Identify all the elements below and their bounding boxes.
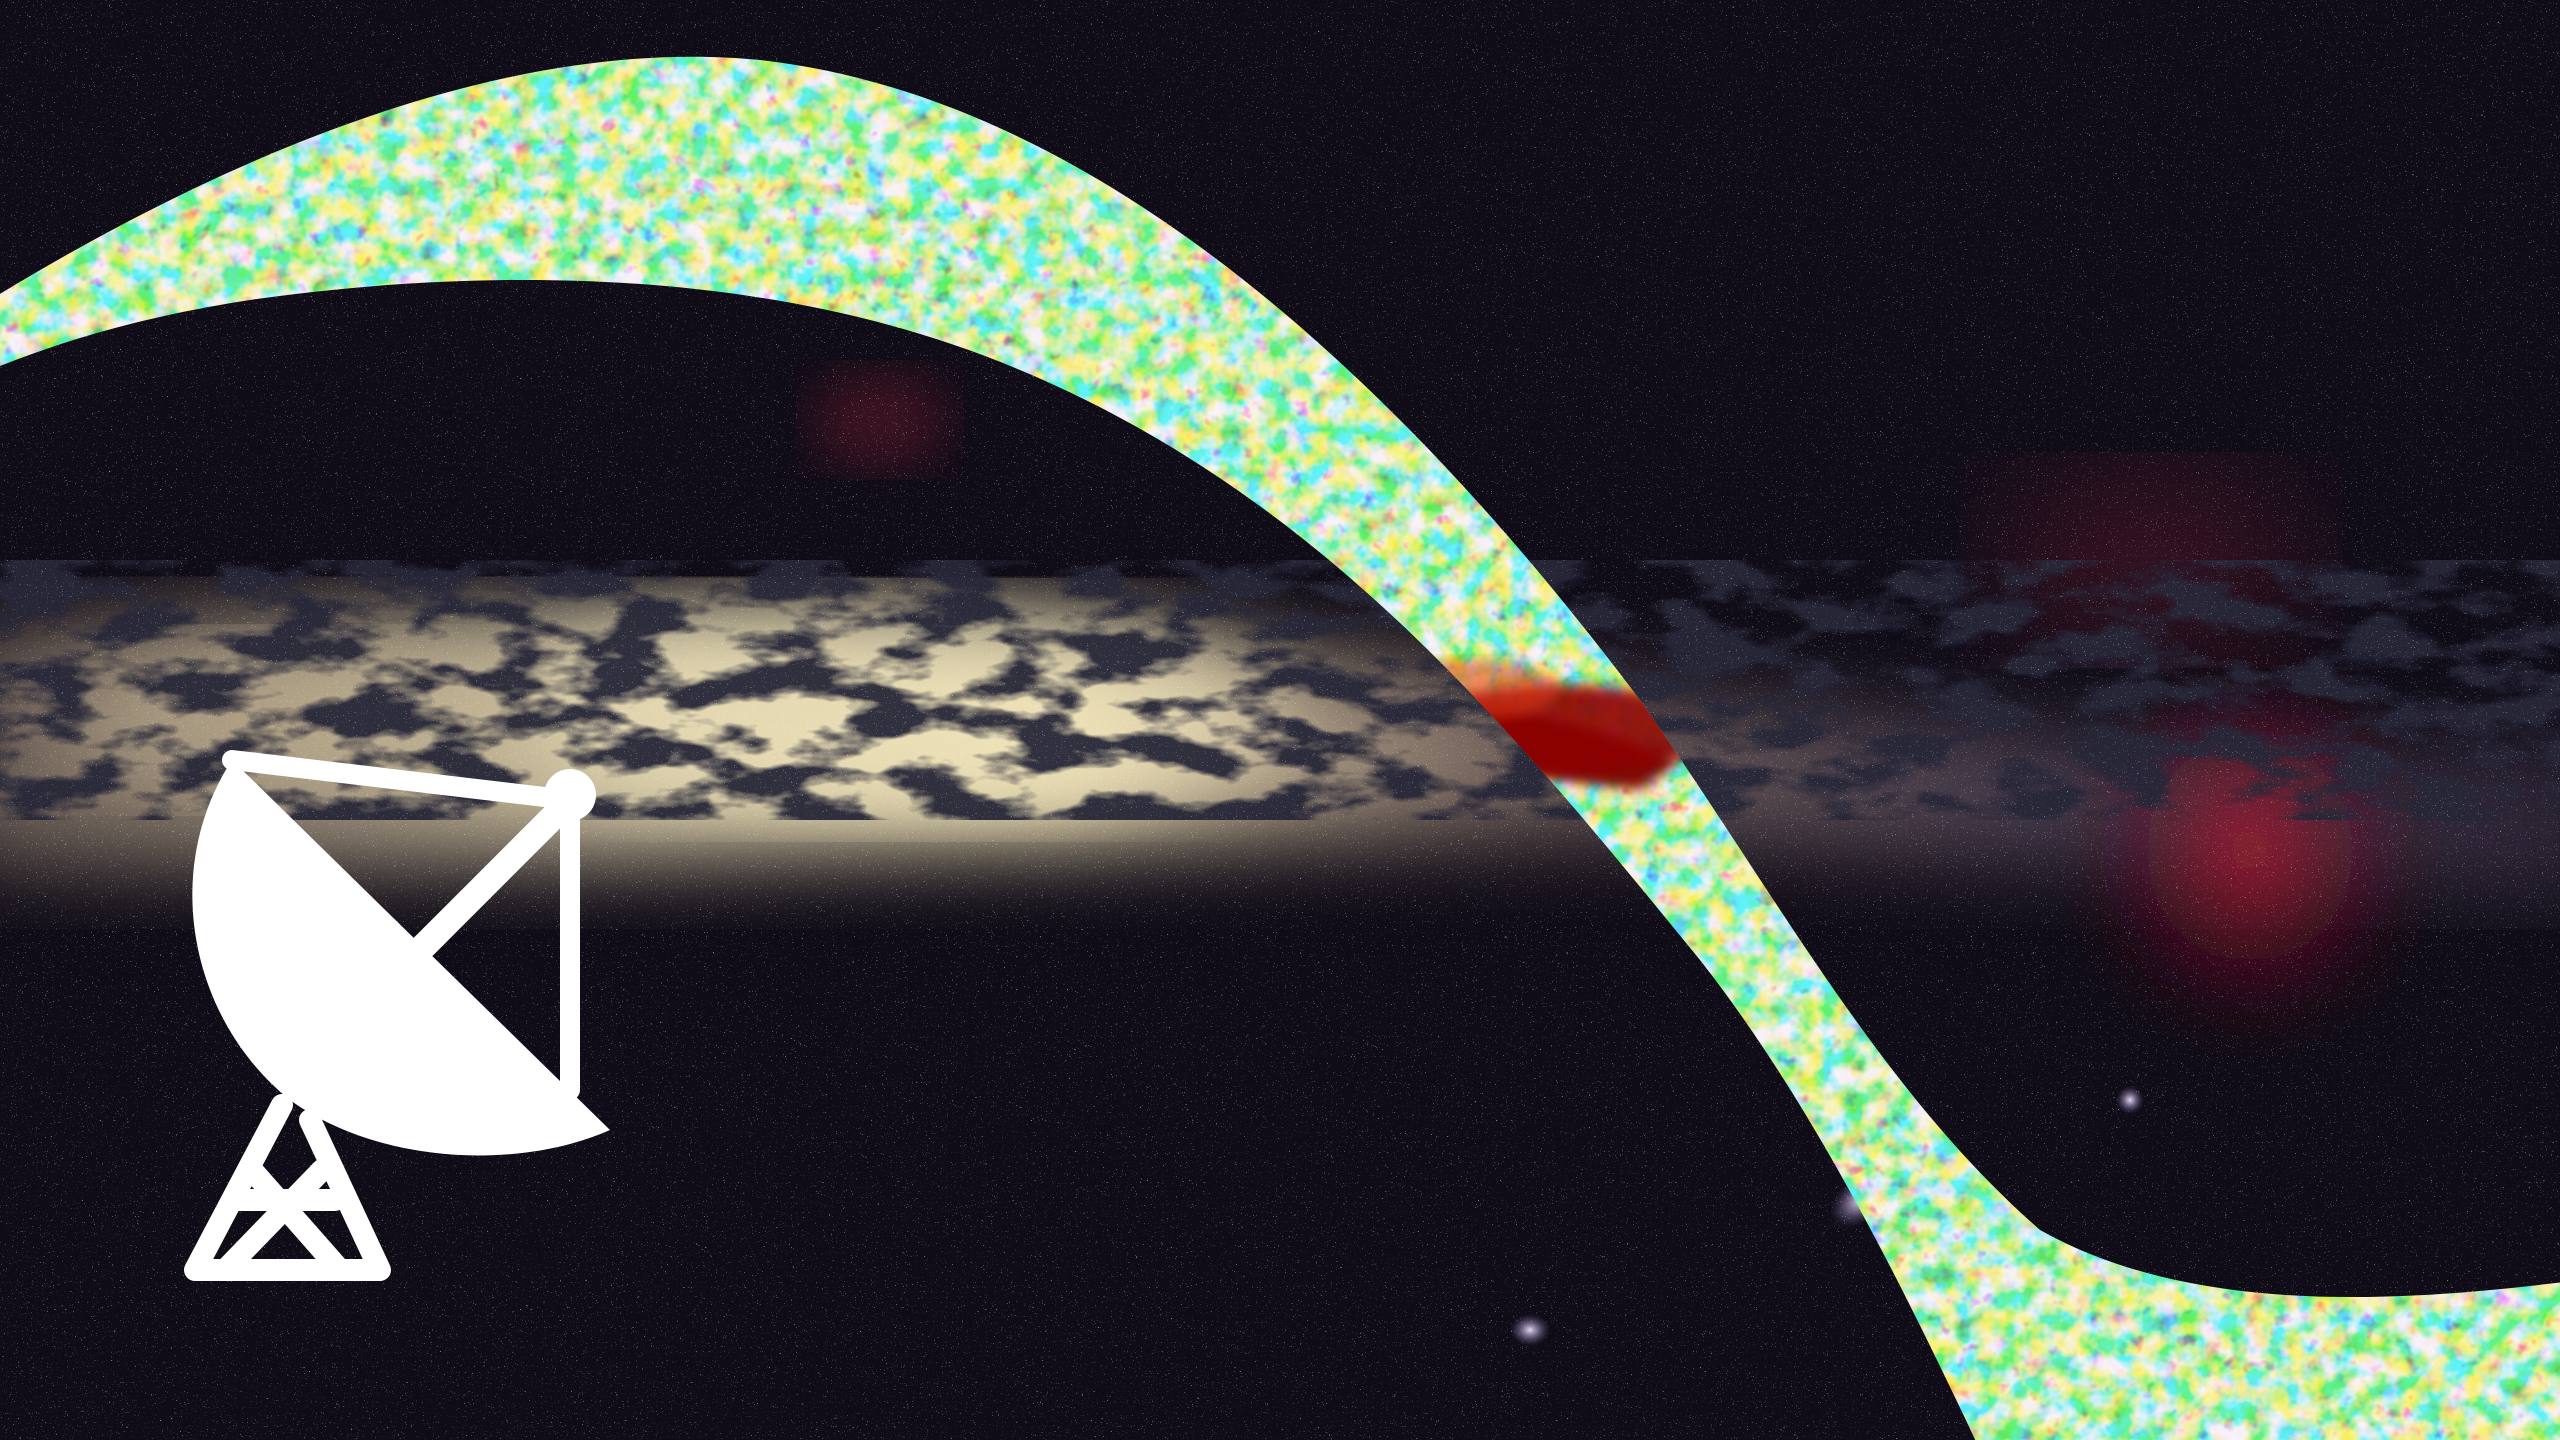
- radio-telescope-icon: [184, 750, 610, 1281]
- small-magellanic-cloud: [1510, 1314, 1550, 1346]
